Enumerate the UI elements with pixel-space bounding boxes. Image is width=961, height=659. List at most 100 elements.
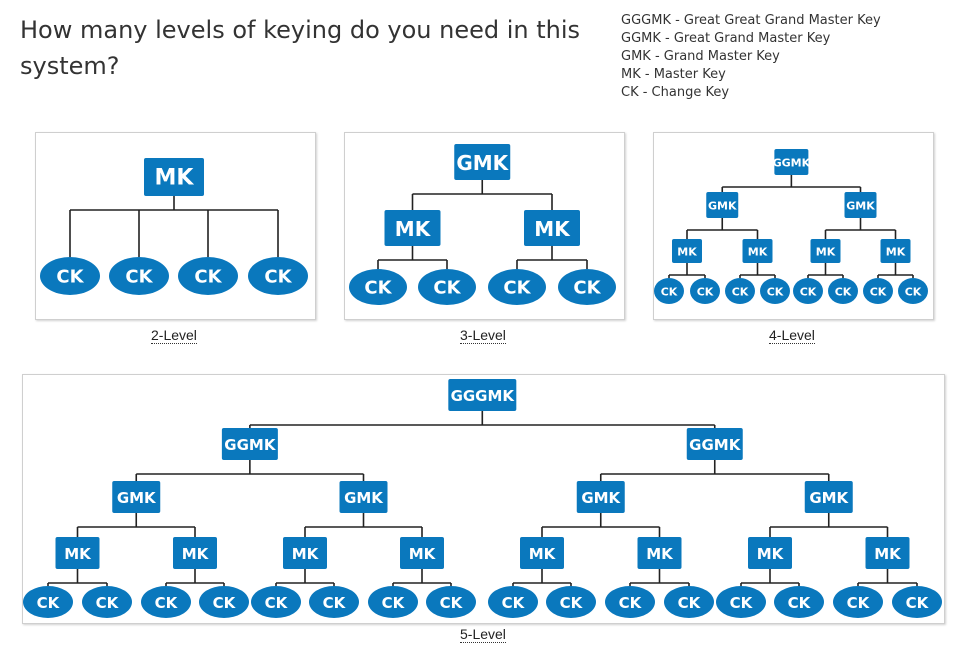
key-node-label: GGMK (689, 436, 742, 454)
key-node-label: CK (767, 286, 784, 299)
key-node-label: CK (847, 594, 871, 612)
key-node-shape (664, 586, 714, 618)
key-node-shape (309, 586, 359, 618)
key-node-mk: MK (173, 537, 217, 569)
key-node-mk: MK (880, 239, 911, 263)
key-node-shape (368, 586, 418, 618)
key-node-label: MK (292, 545, 320, 563)
legend-item-ck: CK - Change Key (621, 85, 730, 100)
key-node-shape (248, 257, 308, 295)
key-node-ck: CK (23, 586, 73, 618)
key-node-gmk: GMK (112, 481, 161, 513)
key-node-ck: CK (774, 586, 824, 618)
key-node-label: CK (661, 286, 678, 299)
key-node-shape (863, 278, 893, 304)
key-node-label: GMK (344, 489, 384, 507)
key-node-label: CK (619, 594, 643, 612)
key-node-ck: CK (558, 269, 616, 305)
key-node-shape (774, 586, 824, 618)
key-node-mk: MK (520, 537, 564, 569)
key-node-shape (82, 586, 132, 618)
key-node-shape (558, 269, 616, 305)
key-node-shape (706, 192, 739, 218)
key-node-label: CK (440, 594, 464, 612)
key-node-ck: CK (892, 586, 942, 618)
key-node-label: GMK (809, 489, 849, 507)
caption-4-level[interactable]: 4-Level (769, 327, 815, 344)
key-node-label: MK (816, 246, 836, 259)
key-node-shape (686, 428, 743, 460)
key-node-shape (173, 537, 217, 569)
key-node-label: CK (697, 286, 714, 299)
key-node-ck: CK (760, 278, 790, 304)
key-node-ck: CK (833, 586, 883, 618)
key-node-shape (637, 537, 682, 569)
key-node-shape (524, 210, 580, 246)
key-node-shape (605, 586, 655, 618)
key-node-label: CK (678, 594, 702, 612)
key-node-gmk: GMK (454, 144, 511, 180)
key-node-mk: MK (742, 239, 773, 263)
key-node-label: MK (748, 246, 768, 259)
key-node-label: MK (886, 246, 906, 259)
key-node-mk: MK (55, 537, 100, 569)
key-node-label: CK (364, 278, 392, 299)
key-node-mk: MK (144, 158, 204, 196)
key-node-label: CK (155, 594, 179, 612)
key-node-ck: CK (426, 586, 476, 618)
key-node-gmk: GMK (804, 481, 853, 513)
key-node-shape (112, 481, 161, 513)
key-node-ck: CK (488, 586, 538, 618)
key-node-shape (760, 278, 790, 304)
key-node-shape (546, 586, 596, 618)
key-node-shape (55, 537, 100, 569)
key-node-label: CK (870, 286, 887, 299)
key-node-label: MK (757, 545, 785, 563)
key-node-ck: CK (664, 586, 714, 618)
key-node-shape (40, 257, 100, 295)
key-node-label: CK (835, 286, 852, 299)
key-node-shape (178, 257, 238, 295)
key-node-shape (251, 586, 301, 618)
caption-2-level[interactable]: 2-Level (151, 327, 197, 344)
key-node-label: CK (433, 278, 461, 299)
key-node-shape (384, 210, 441, 246)
key-node-label: CK (323, 594, 347, 612)
key-node-label: GMK (456, 151, 509, 175)
key-node-label: MK (874, 545, 902, 563)
key-node-shape (488, 269, 546, 305)
key-node-ck: CK (418, 269, 476, 305)
key-node-shape (654, 278, 684, 304)
key-node-shape (23, 586, 73, 618)
key-node-ck: CK (793, 278, 823, 304)
key-node-label: MK (677, 246, 697, 259)
key-node-label: CK (264, 267, 292, 288)
key-node-mk: MK (524, 210, 580, 246)
key-node-mk: MK (283, 537, 327, 569)
key-node-label: MK (646, 545, 674, 563)
key-node-gmk: GMK (339, 481, 388, 513)
key-node-label: CK (125, 267, 153, 288)
key-node-shape (898, 278, 928, 304)
caption-5-level[interactable]: 5-Level (460, 626, 506, 643)
key-node-ck: CK (109, 257, 169, 295)
key-node-label: CK (788, 594, 812, 612)
key-node-label: CK (265, 594, 289, 612)
caption-3-level[interactable]: 3-Level (460, 327, 506, 344)
key-node-shape (716, 586, 766, 618)
key-node-label: CK (382, 594, 406, 612)
key-node-label: GMK (581, 489, 621, 507)
key-node-ck: CK (82, 586, 132, 618)
key-node-label: CK (37, 594, 61, 612)
key-node-gmk: GMK (576, 481, 625, 513)
key-node-shape (339, 481, 388, 513)
key-node-ck: CK (654, 278, 684, 304)
page-question: How many levels of keying do you need in… (20, 16, 581, 80)
key-node-label: CK (560, 594, 584, 612)
key-node-shape (748, 537, 792, 569)
key-node-mk: MK (672, 239, 702, 263)
key-node-label: MK (64, 545, 92, 563)
key-node-label: MK (182, 545, 210, 563)
key-node-label: MK (529, 545, 557, 563)
